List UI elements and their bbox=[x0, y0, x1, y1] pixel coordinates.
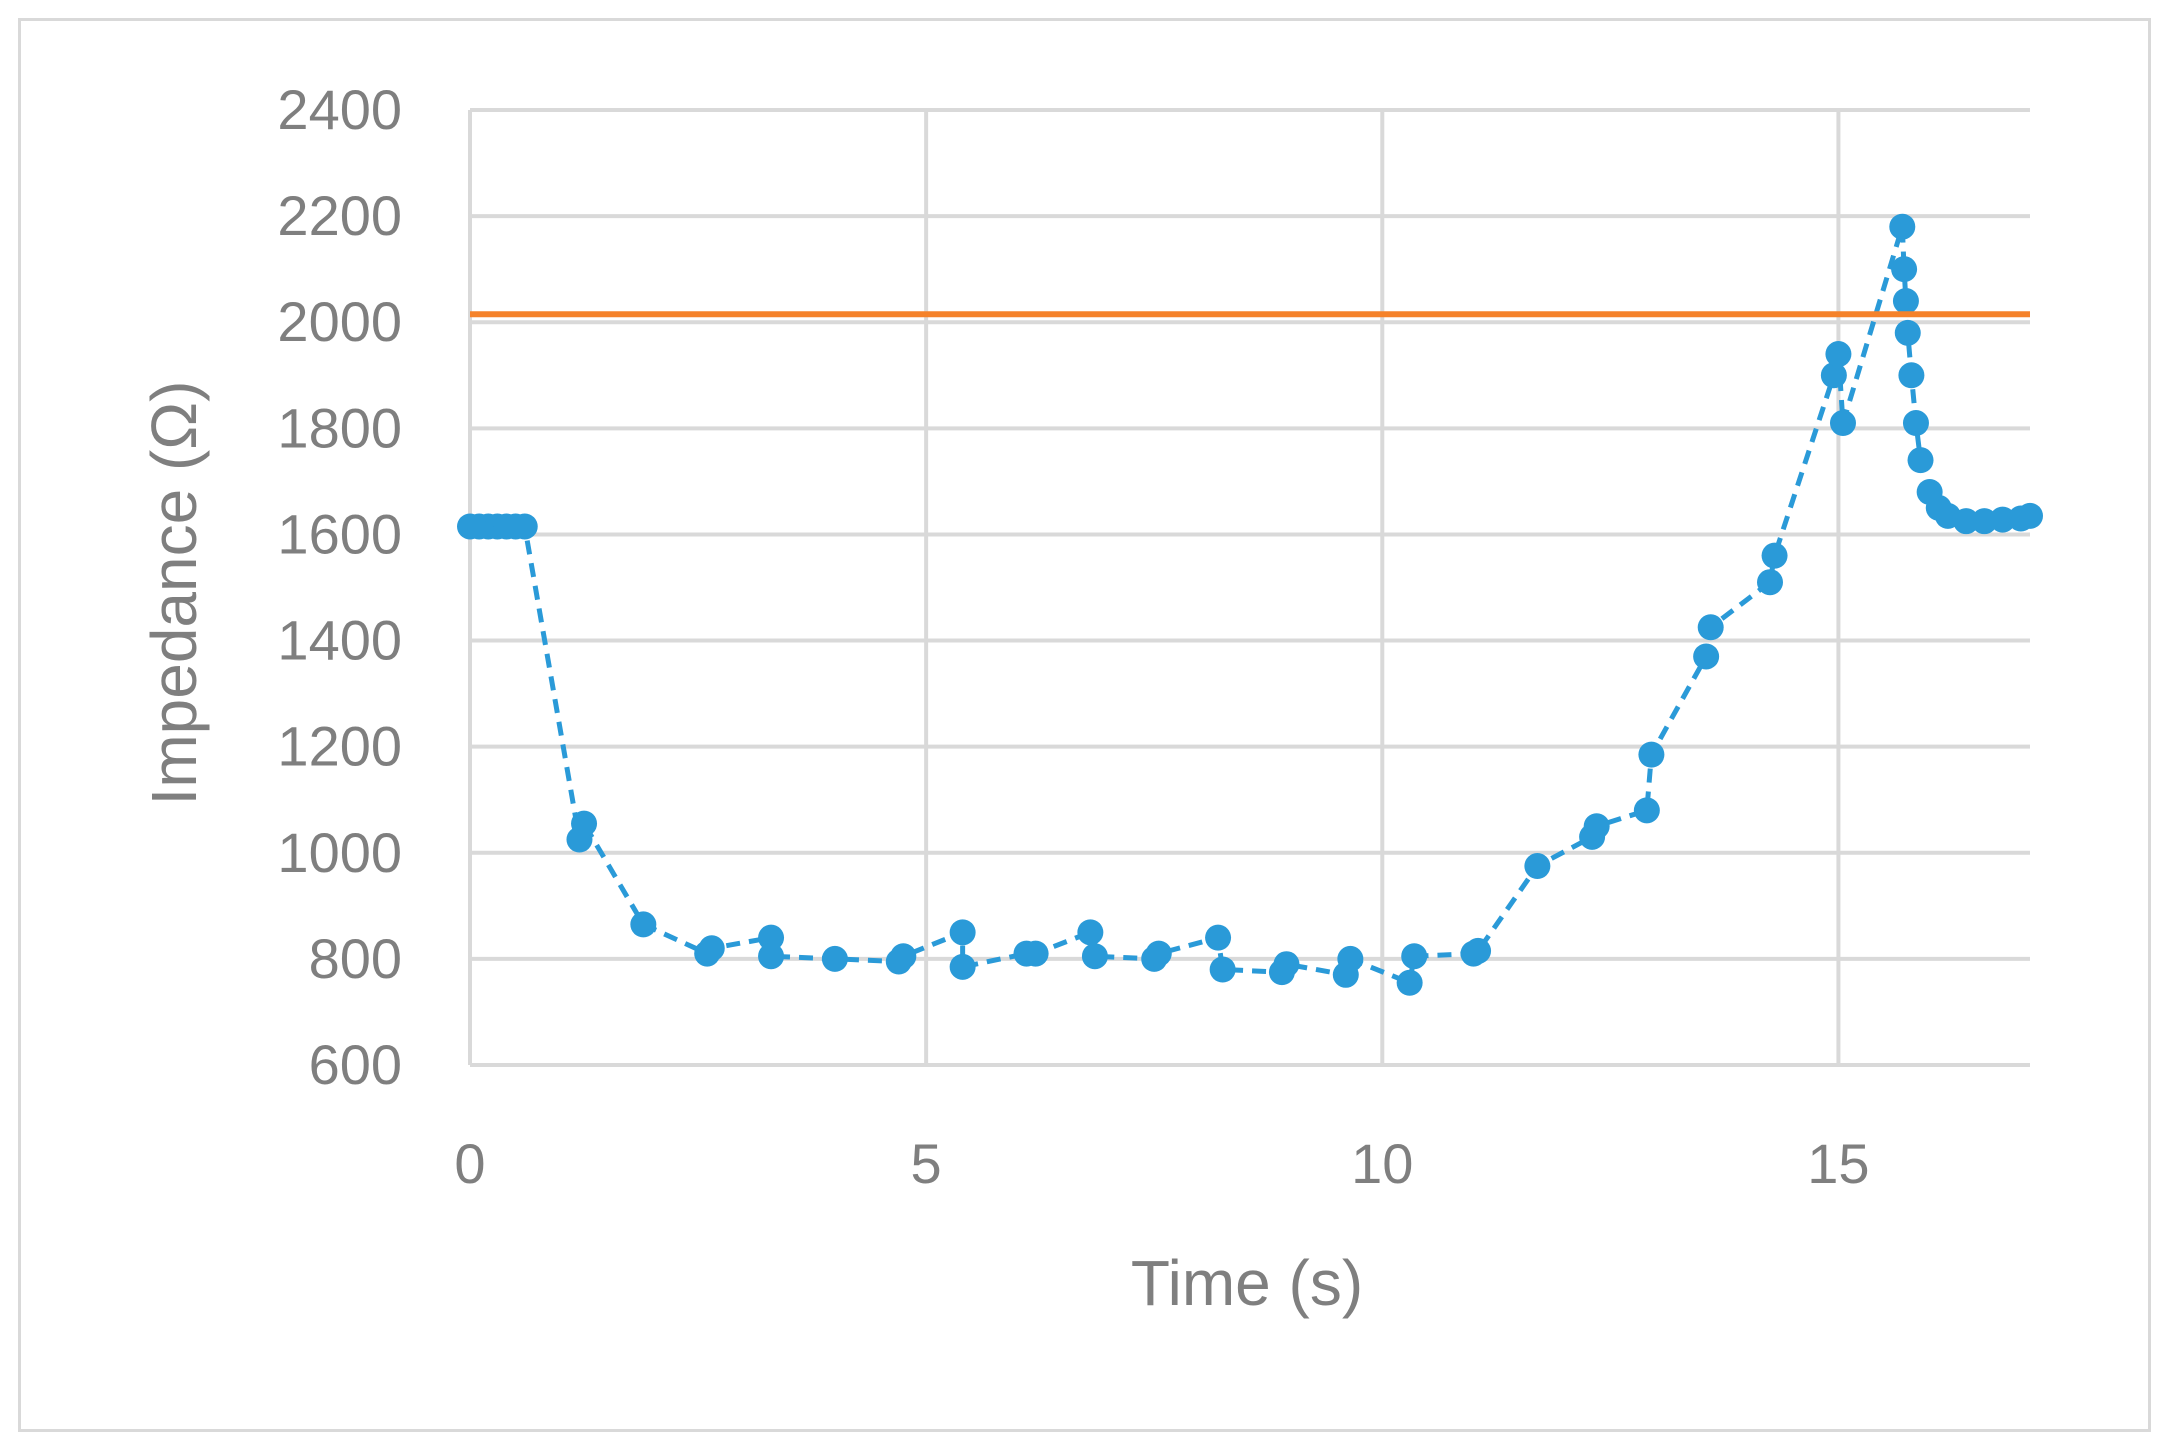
data-point bbox=[1825, 341, 1852, 368]
data-point bbox=[1697, 614, 1724, 641]
data-point bbox=[1892, 288, 1919, 314]
data-point bbox=[1022, 940, 1049, 967]
chart-frame bbox=[18, 18, 2151, 1432]
data-point bbox=[758, 943, 785, 970]
impedance-series-line bbox=[470, 225, 2031, 987]
data-point bbox=[1145, 940, 1172, 967]
data-point bbox=[1829, 410, 1856, 437]
y-tick-label: 1000 bbox=[277, 821, 402, 884]
data-point bbox=[1898, 362, 1925, 389]
data-point bbox=[1891, 256, 1918, 283]
data-point bbox=[1633, 797, 1660, 824]
data-point bbox=[1889, 213, 1916, 240]
axes bbox=[468, 110, 2030, 1067]
data-point bbox=[1693, 643, 1720, 670]
data-point bbox=[1761, 542, 1788, 569]
x-axis-title: Time (s) bbox=[1131, 1247, 1363, 1319]
data-point bbox=[1396, 969, 1423, 996]
data-point bbox=[571, 810, 598, 837]
data-point bbox=[1820, 362, 1847, 389]
data-point bbox=[1273, 951, 1300, 978]
grid bbox=[470, 108, 2030, 1065]
x-tick-label: 15 bbox=[1807, 1132, 1869, 1195]
series bbox=[457, 213, 2043, 996]
data-point bbox=[949, 953, 976, 980]
data-point bbox=[1205, 924, 1232, 951]
data-point bbox=[630, 911, 657, 938]
data-point bbox=[1337, 945, 1364, 972]
y-tick-label: 1400 bbox=[277, 609, 402, 672]
data-point bbox=[1401, 943, 1428, 970]
data-point bbox=[821, 945, 848, 972]
y-tick-label: 800 bbox=[309, 927, 402, 990]
y-tick-label: 1200 bbox=[277, 715, 402, 778]
y-tick-label: 1600 bbox=[277, 502, 402, 565]
y-tick-label: 600 bbox=[309, 1033, 402, 1096]
impedance-series bbox=[457, 213, 2043, 996]
data-point bbox=[1209, 956, 1236, 983]
x-tick-label: 0 bbox=[454, 1132, 485, 1195]
y-tick-label: 2400 bbox=[277, 78, 402, 141]
data-point bbox=[2017, 502, 2043, 529]
data-point bbox=[1902, 410, 1929, 437]
data-point bbox=[1638, 741, 1665, 768]
data-point bbox=[511, 513, 538, 540]
data-point bbox=[1465, 937, 1492, 964]
data-point bbox=[890, 943, 917, 970]
data-point bbox=[758, 924, 785, 951]
y-axis-title: Impedance (Ω) bbox=[138, 381, 210, 806]
x-tick-label: 5 bbox=[911, 1132, 942, 1195]
x-tick-label: 10 bbox=[1351, 1132, 1413, 1195]
data-point bbox=[1757, 569, 1783, 596]
data-point bbox=[698, 935, 725, 962]
data-point bbox=[1907, 447, 1934, 474]
tick-labels: 600 800 1000 1200 1400 1600 1800 2000 2200 2400 0 5… bbox=[277, 78, 1869, 1195]
data-point bbox=[1953, 508, 1980, 535]
data-point bbox=[1894, 319, 1921, 346]
data-point bbox=[1081, 943, 1108, 970]
data-point bbox=[1077, 919, 1104, 946]
y-tick-label: 2200 bbox=[277, 184, 402, 247]
data-point bbox=[949, 919, 976, 946]
data-point bbox=[1524, 853, 1551, 880]
y-tick-label: 2000 bbox=[277, 290, 402, 353]
data-point bbox=[1583, 813, 1610, 840]
y-tick-label: 1800 bbox=[277, 396, 402, 459]
